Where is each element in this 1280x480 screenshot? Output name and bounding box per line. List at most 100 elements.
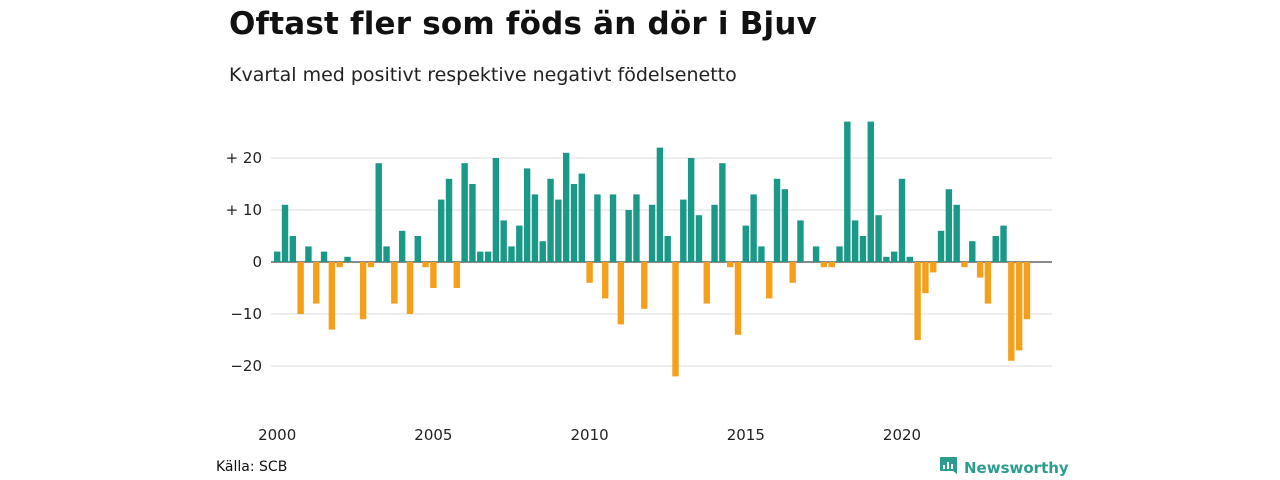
bar-positive [695, 215, 703, 262]
bar-positive [867, 121, 874, 262]
bar-positive [477, 251, 484, 262]
bar-negative [828, 262, 835, 268]
bar-positive [562, 152, 570, 262]
bar-positive [547, 178, 554, 262]
bar-positive [781, 189, 789, 262]
bar-negative [1008, 262, 1015, 361]
bar-positive [719, 163, 726, 262]
bar-positive [484, 251, 492, 262]
bar-negative [726, 262, 734, 268]
bar-positive [836, 246, 843, 262]
x-tick-label: 2020 [883, 426, 921, 444]
bar-positive [945, 189, 953, 262]
bar-negative [984, 262, 992, 304]
bar-positive [625, 210, 632, 262]
bar-positive [531, 194, 539, 262]
bar-positive [906, 256, 914, 262]
y-tick-label: + 20 [226, 149, 262, 167]
bar-positive [680, 199, 687, 262]
bar-negative [766, 262, 773, 299]
bar-positive [398, 230, 406, 262]
bar-negative [313, 262, 320, 304]
bar-positive [500, 220, 507, 262]
bar-positive [469, 184, 476, 262]
bars [274, 121, 1031, 377]
bar-positive [289, 236, 297, 262]
bar-positive [898, 178, 906, 262]
y-tick-label: + 10 [226, 201, 262, 219]
y-tick-label: 0 [252, 253, 262, 271]
bar-negative [586, 262, 593, 283]
bar-negative [1023, 262, 1031, 320]
bar-positive [492, 158, 500, 262]
bar-positive [1000, 225, 1007, 262]
bar-positive [992, 236, 999, 262]
bar-negative [672, 262, 679, 377]
bar-negative [641, 262, 648, 309]
bar-positive [890, 251, 898, 262]
bar-negative [406, 262, 414, 314]
bar-positive [516, 225, 523, 262]
bar-negative [430, 262, 437, 288]
bar-positive [812, 246, 820, 262]
bar-negative [922, 262, 929, 294]
bar-positive [383, 246, 390, 262]
bar-positive [609, 194, 617, 262]
bar-negative [789, 262, 796, 283]
bar-positive [953, 204, 960, 262]
x-axis-ticks: 2000 2005 2010 2015 2020 [258, 426, 921, 444]
bar-positive [937, 230, 945, 262]
bar-positive [664, 236, 671, 262]
y-tick-label: −20 [230, 357, 262, 375]
bar-negative [930, 262, 937, 273]
bar-negative [961, 262, 968, 268]
bar-negative [422, 262, 429, 268]
bar-positive [274, 251, 281, 262]
bar-negative [453, 262, 461, 288]
bar-negative [734, 262, 742, 335]
y-tick-label: −10 [230, 305, 262, 323]
newsworthy-logo-icon [938, 456, 958, 480]
bar-positive [539, 241, 546, 262]
bar-negative [391, 262, 398, 304]
bar-negative [914, 262, 921, 340]
bar-positive [281, 204, 289, 262]
x-tick-label: 2005 [414, 426, 452, 444]
bar-positive [797, 220, 804, 262]
bar-negative [602, 262, 609, 299]
brand-logo[interactable]: Newsworthy [938, 456, 1069, 480]
chart-subtitle: Kvartal med positivt respektive negativt… [229, 64, 737, 86]
bar-positive [508, 246, 515, 262]
chart-title: Oftast fler som föds än dör i Bjuv [229, 6, 818, 42]
brand-name: Newsworthy [964, 459, 1069, 477]
bar-positive [711, 204, 718, 262]
bar-positive [844, 121, 851, 262]
x-tick-label: 2015 [727, 426, 765, 444]
bar-negative [297, 262, 304, 314]
bar-positive [375, 163, 382, 262]
bar-positive [633, 194, 640, 262]
bar-negative [359, 262, 367, 320]
bar-negative [703, 262, 710, 304]
bar-positive [656, 147, 664, 262]
bar-positive [859, 236, 867, 262]
bar-positive [742, 225, 749, 262]
bar-positive [758, 246, 765, 262]
bar-positive [344, 256, 351, 262]
bar-negative [328, 262, 336, 330]
bar-positive [851, 220, 859, 262]
source-note: Källa: SCB [216, 459, 288, 475]
bar-negative [336, 262, 343, 268]
bar-negative [976, 262, 984, 278]
bar-positive [875, 215, 882, 262]
y-axis-ticks: + 20 + 10 0 −10 −20 [226, 149, 262, 375]
bar-positive [320, 251, 328, 262]
bar-positive [883, 256, 890, 262]
bar-positive [750, 194, 757, 262]
bar-negative [367, 262, 375, 268]
bar-negative [617, 262, 625, 325]
bar-positive [773, 178, 781, 262]
bar-positive [523, 168, 531, 262]
bar-positive [687, 158, 695, 262]
